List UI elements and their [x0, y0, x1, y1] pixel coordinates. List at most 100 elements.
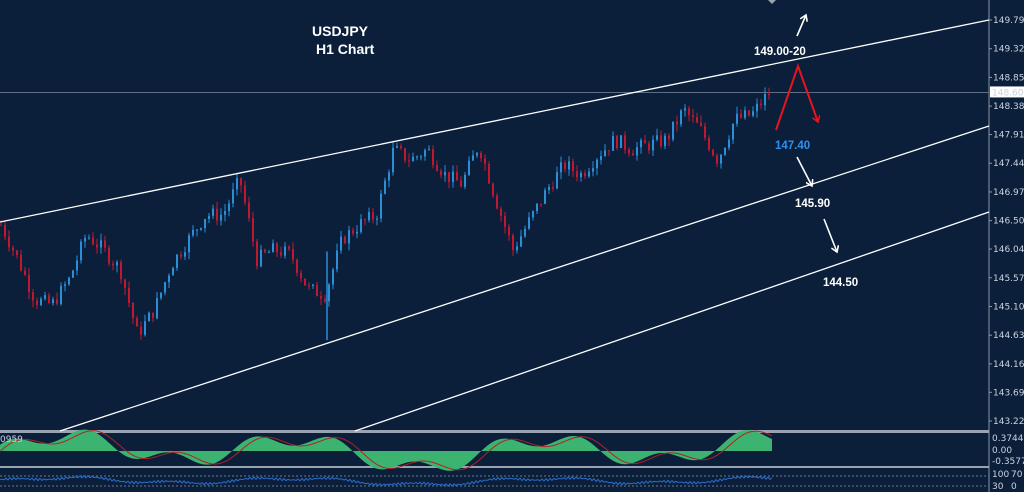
indicator-tick-label: 0.3744 — [992, 434, 1024, 444]
candle — [332, 269, 334, 285]
candle — [464, 174, 466, 187]
candle — [512, 235, 514, 251]
candle — [36, 300, 38, 306]
y-tick-label: 147.915 — [993, 131, 1024, 141]
candle — [272, 243, 274, 253]
y-tick-label: 145.100 — [993, 302, 1024, 312]
candle — [580, 173, 582, 178]
candle — [696, 116, 698, 123]
indicator-signal-line — [0, 430, 773, 471]
candle — [288, 246, 290, 249]
oscillator-tick-label: 100 — [992, 470, 1009, 480]
oscillator-tick-label: 70 — [1011, 470, 1023, 480]
candle — [280, 252, 282, 256]
candle — [620, 135, 622, 148]
panel-divider — [0, 466, 989, 468]
candle — [692, 115, 694, 117]
y-tick-label: 146.040 — [993, 245, 1024, 255]
candle — [208, 215, 210, 219]
candle — [724, 147, 726, 155]
candle — [476, 152, 478, 156]
candle — [292, 248, 294, 260]
candle — [168, 275, 170, 283]
candle — [72, 270, 74, 278]
candle — [232, 189, 234, 204]
candle — [528, 217, 530, 229]
candle — [516, 246, 518, 251]
candle — [216, 208, 218, 221]
candle — [416, 156, 418, 158]
y-tick-label: 146.975 — [993, 188, 1024, 198]
candle — [744, 110, 746, 118]
candle — [264, 249, 266, 253]
candle — [340, 236, 342, 251]
arrow-down-icon — [823, 218, 837, 252]
candle — [16, 250, 18, 255]
candle — [164, 282, 166, 293]
oscillator-tick-label: 0 — [1011, 482, 1017, 492]
candle — [68, 277, 70, 285]
candle — [492, 183, 494, 196]
candle — [152, 312, 154, 319]
candle — [664, 135, 666, 147]
candle — [364, 219, 366, 221]
candle — [212, 208, 214, 216]
candle — [356, 231, 358, 234]
candle — [188, 235, 190, 253]
y-tick-label: 143.225 — [993, 417, 1024, 427]
candle — [0, 224, 2, 226]
candle — [304, 278, 306, 286]
candle — [352, 230, 354, 234]
candle — [348, 230, 350, 244]
candle — [700, 122, 702, 127]
candle — [396, 146, 398, 148]
candle — [92, 237, 94, 245]
candle — [732, 123, 734, 140]
chart-subtitle: H1 Chart — [316, 41, 375, 57]
candle — [440, 170, 442, 176]
candle — [652, 139, 654, 151]
candle — [520, 236, 522, 247]
candle — [240, 178, 242, 186]
candle — [404, 148, 406, 161]
candle — [144, 321, 146, 335]
candle — [184, 252, 186, 257]
arrow-up-icon — [796, 15, 806, 37]
candle — [324, 298, 326, 302]
candle — [612, 136, 614, 151]
candle — [136, 317, 138, 327]
candle — [320, 296, 322, 299]
candle — [436, 164, 438, 171]
candle — [196, 229, 198, 231]
candle — [156, 298, 158, 319]
annotation-support-2: 144.50 — [823, 277, 858, 289]
candle — [556, 172, 558, 189]
oscillator-line — [0, 474, 773, 487]
candle — [76, 260, 78, 271]
candle — [668, 135, 670, 140]
candle — [248, 202, 250, 219]
candle — [720, 154, 722, 164]
candle — [736, 113, 738, 124]
candle — [752, 111, 754, 116]
candle — [716, 155, 718, 164]
candle — [328, 284, 330, 302]
annotation-support-1: 145.90 — [795, 198, 830, 210]
candle — [764, 93, 766, 106]
y-tick-label: 149.320 — [993, 45, 1024, 55]
candle — [316, 284, 318, 297]
candle — [88, 237, 90, 239]
candle — [760, 103, 762, 106]
candle — [684, 108, 686, 111]
y-tick-label: 144.160 — [993, 360, 1024, 370]
candle — [484, 158, 486, 164]
candle — [308, 285, 310, 287]
candle — [388, 172, 390, 181]
candle — [632, 153, 634, 156]
annotation-target: 149.00-20 — [754, 46, 806, 58]
candle — [24, 270, 26, 275]
candle — [220, 214, 222, 221]
candle — [120, 262, 122, 280]
candle — [704, 126, 706, 138]
candle — [132, 302, 134, 318]
